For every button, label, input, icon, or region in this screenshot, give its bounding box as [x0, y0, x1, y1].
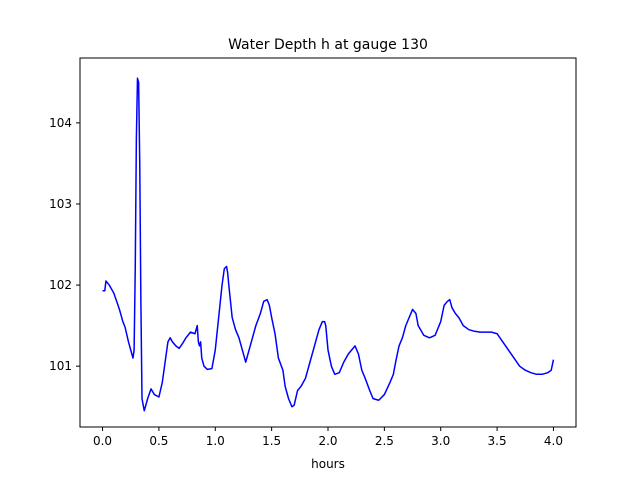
x-tick-label: 1.5 [262, 434, 281, 448]
x-axis-label: hours [311, 457, 345, 471]
x-tick-label: 1.0 [206, 434, 225, 448]
y-tick-label: 102 [49, 278, 72, 292]
x-tick-label: 3.0 [431, 434, 450, 448]
x-tick-label: 0.5 [149, 434, 168, 448]
y-tick-label: 103 [49, 197, 72, 211]
series-line [102, 77, 555, 412]
y-tick-label: 104 [49, 116, 72, 130]
x-tick-label: 3.5 [488, 434, 507, 448]
x-tick-label: 2.0 [318, 434, 337, 448]
x-tick-label: 0.0 [93, 434, 112, 448]
series-layer [102, 77, 555, 412]
y-tick-label: 101 [49, 359, 72, 373]
chart-title: Water Depth h at gauge 130 [228, 37, 428, 53]
y-axis: 101 102 103 104 [49, 116, 80, 373]
x-tick-label: 4.0 [544, 434, 563, 448]
x-axis: 0.0 0.5 1.0 1.5 2.0 2.5 3.0 3.5 4.0 [93, 427, 563, 448]
x-tick-label: 2.5 [375, 434, 394, 448]
